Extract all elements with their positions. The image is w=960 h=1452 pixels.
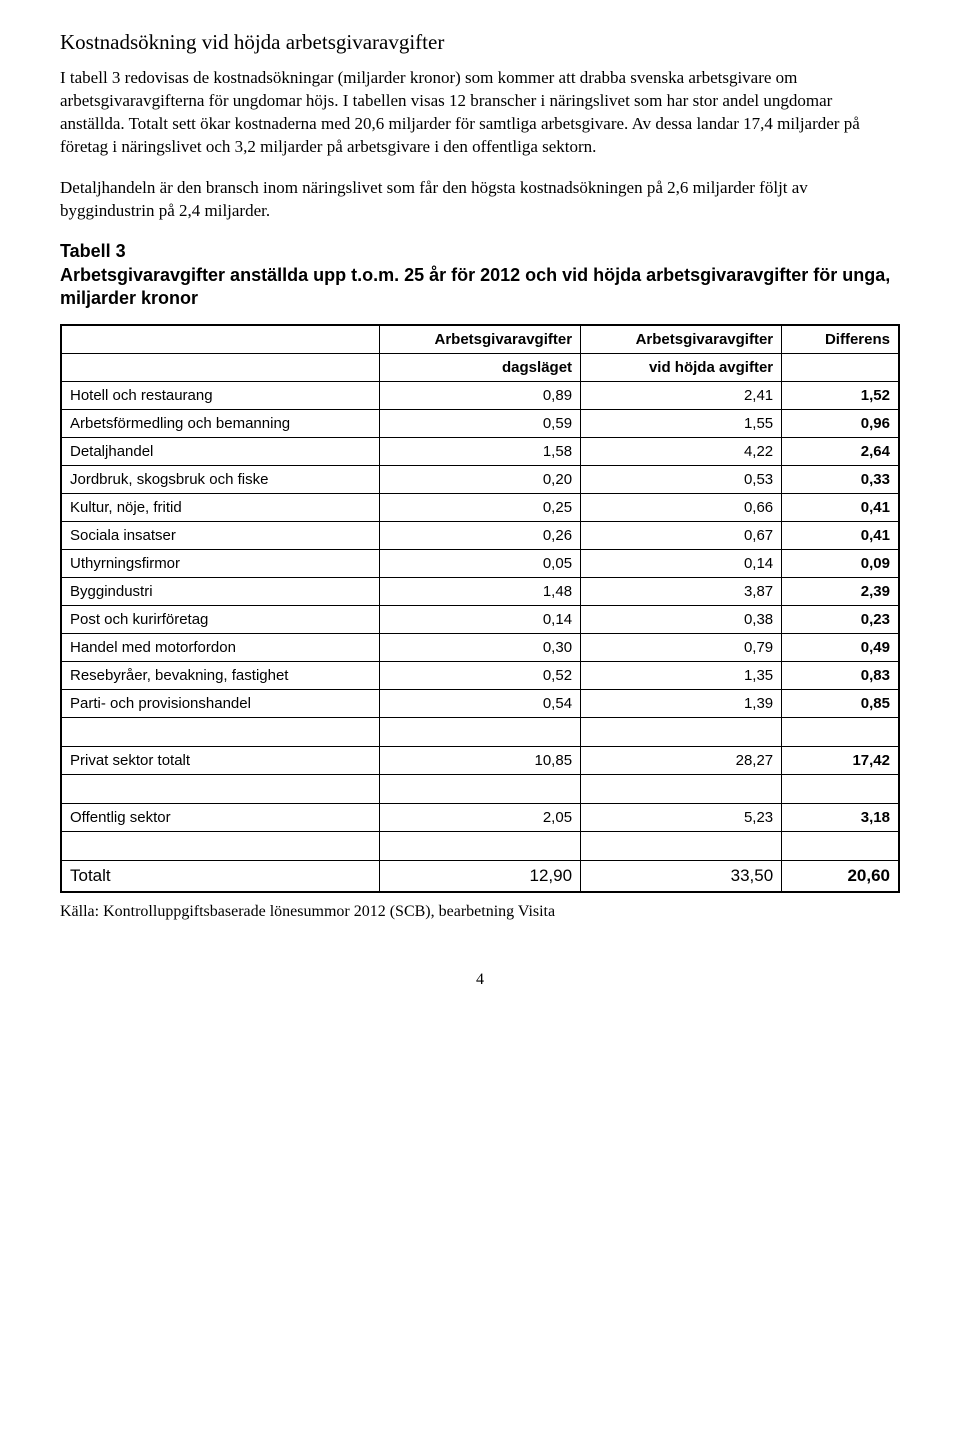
page-number: 4 <box>60 971 900 989</box>
data-table: Arbetsgivaravgifter Arbetsgivaravgifter … <box>60 324 900 893</box>
source-line: Källa: Kontrolluppgiftsbaserade lönesumm… <box>60 903 900 921</box>
subtotal-privat-row: Privat sektor totalt 10,85 28,27 17,42 <box>61 747 899 775</box>
row-label: Arbetsförmedling och bemanning <box>61 410 379 438</box>
table-row: Byggindustri 1,48 3,87 2,39 <box>61 578 899 606</box>
row-value-raised: 1,55 <box>581 410 782 438</box>
row-value-current: 0,30 <box>379 634 580 662</box>
row-value-current: 0,20 <box>379 466 580 494</box>
subtotal-offentlig-raised: 5,23 <box>581 804 782 832</box>
col-subheader-blank <box>61 354 379 382</box>
table-row: Post och kurirföretag 0,14 0,38 0,23 <box>61 606 899 634</box>
row-value-raised: 4,22 <box>581 438 782 466</box>
subtotal-privat-label: Privat sektor totalt <box>61 747 379 775</box>
paragraph-1: I tabell 3 redovisas de kostnadsökningar… <box>60 67 900 159</box>
subtotal-offentlig-diff: 3,18 <box>782 804 899 832</box>
row-value-diff: 0,23 <box>782 606 899 634</box>
subtotal-privat-current: 10,85 <box>379 747 580 775</box>
row-value-raised: 0,67 <box>581 522 782 550</box>
row-value-current: 0,25 <box>379 494 580 522</box>
row-value-current: 1,58 <box>379 438 580 466</box>
table-subtitle: Arbetsgivaravgifter anställda upp t.o.m.… <box>60 264 900 311</box>
table-spacer <box>61 832 899 861</box>
row-value-raised: 0,66 <box>581 494 782 522</box>
col-header-diff: Differens <box>782 325 899 354</box>
row-value-current: 0,05 <box>379 550 580 578</box>
table-row: Arbetsförmedling och bemanning 0,59 1,55… <box>61 410 899 438</box>
col-header-raised: Arbetsgivaravgifter <box>581 325 782 354</box>
row-label: Detaljhandel <box>61 438 379 466</box>
table-spacer <box>61 775 899 804</box>
row-value-current: 1,48 <box>379 578 580 606</box>
row-value-raised: 1,35 <box>581 662 782 690</box>
table-row: Kultur, nöje, fritid 0,25 0,66 0,41 <box>61 494 899 522</box>
row-value-raised: 0,14 <box>581 550 782 578</box>
table-spacer <box>61 718 899 747</box>
row-value-raised: 2,41 <box>581 382 782 410</box>
row-value-diff: 0,96 <box>782 410 899 438</box>
row-value-current: 0,52 <box>379 662 580 690</box>
row-label: Parti- och provisionshandel <box>61 690 379 718</box>
table-header-row-1: Arbetsgivaravgifter Arbetsgivaravgifter … <box>61 325 899 354</box>
row-value-diff: 0,85 <box>782 690 899 718</box>
col-subheader-current: dagsläget <box>379 354 580 382</box>
page-container: Kostnadsökning vid höjda arbetsgivaravgi… <box>0 0 960 1029</box>
total-current: 12,90 <box>379 861 580 893</box>
row-value-diff: 2,39 <box>782 578 899 606</box>
total-diff: 20,60 <box>782 861 899 893</box>
row-label: Uthyrningsfirmor <box>61 550 379 578</box>
col-header-blank <box>61 325 379 354</box>
row-value-current: 0,89 <box>379 382 580 410</box>
table-row: Detaljhandel 1,58 4,22 2,64 <box>61 438 899 466</box>
row-value-raised: 0,79 <box>581 634 782 662</box>
total-label: Totalt <box>61 861 379 893</box>
table-row: Resebyråer, bevakning, fastighet 0,52 1,… <box>61 662 899 690</box>
row-value-current: 0,26 <box>379 522 580 550</box>
row-value-diff: 2,64 <box>782 438 899 466</box>
col-subheader-raised: vid höjda avgifter <box>581 354 782 382</box>
table-row: Handel med motorfordon 0,30 0,79 0,49 <box>61 634 899 662</box>
row-value-current: 0,14 <box>379 606 580 634</box>
total-raised: 33,50 <box>581 861 782 893</box>
table-row: Sociala insatser 0,26 0,67 0,41 <box>61 522 899 550</box>
row-label: Kultur, nöje, fritid <box>61 494 379 522</box>
row-value-current: 0,54 <box>379 690 580 718</box>
row-value-diff: 0,49 <box>782 634 899 662</box>
row-value-raised: 1,39 <box>581 690 782 718</box>
paragraph-2: Detaljhandeln är den bransch inom näring… <box>60 177 900 223</box>
row-label: Resebyråer, bevakning, fastighet <box>61 662 379 690</box>
row-value-raised: 0,38 <box>581 606 782 634</box>
subtotal-offentlig-row: Offentlig sektor 2,05 5,23 3,18 <box>61 804 899 832</box>
total-row: Totalt 12,90 33,50 20,60 <box>61 861 899 893</box>
table-header-row-2: dagsläget vid höjda avgifter <box>61 354 899 382</box>
table-row: Jordbruk, skogsbruk och fiske 0,20 0,53 … <box>61 466 899 494</box>
row-value-diff: 0,41 <box>782 522 899 550</box>
row-label: Jordbruk, skogsbruk och fiske <box>61 466 379 494</box>
subtotal-offentlig-current: 2,05 <box>379 804 580 832</box>
section-heading: Kostnadsökning vid höjda arbetsgivaravgi… <box>60 30 900 55</box>
row-label: Handel med motorfordon <box>61 634 379 662</box>
row-label: Post och kurirföretag <box>61 606 379 634</box>
row-value-raised: 0,53 <box>581 466 782 494</box>
subtotal-offentlig-label: Offentlig sektor <box>61 804 379 832</box>
table-title: Tabell 3 <box>60 241 900 262</box>
row-label: Sociala insatser <box>61 522 379 550</box>
row-value-current: 0,59 <box>379 410 580 438</box>
row-value-diff: 0,83 <box>782 662 899 690</box>
col-subheader-diff <box>782 354 899 382</box>
row-value-diff: 0,33 <box>782 466 899 494</box>
row-value-raised: 3,87 <box>581 578 782 606</box>
table-row: Uthyrningsfirmor 0,05 0,14 0,09 <box>61 550 899 578</box>
table-row: Parti- och provisionshandel 0,54 1,39 0,… <box>61 690 899 718</box>
col-header-current: Arbetsgivaravgifter <box>379 325 580 354</box>
row-label: Hotell och restaurang <box>61 382 379 410</box>
subtotal-privat-raised: 28,27 <box>581 747 782 775</box>
row-value-diff: 1,52 <box>782 382 899 410</box>
table-row: Hotell och restaurang 0,89 2,41 1,52 <box>61 382 899 410</box>
row-value-diff: 0,09 <box>782 550 899 578</box>
row-value-diff: 0,41 <box>782 494 899 522</box>
row-label: Byggindustri <box>61 578 379 606</box>
subtotal-privat-diff: 17,42 <box>782 747 899 775</box>
